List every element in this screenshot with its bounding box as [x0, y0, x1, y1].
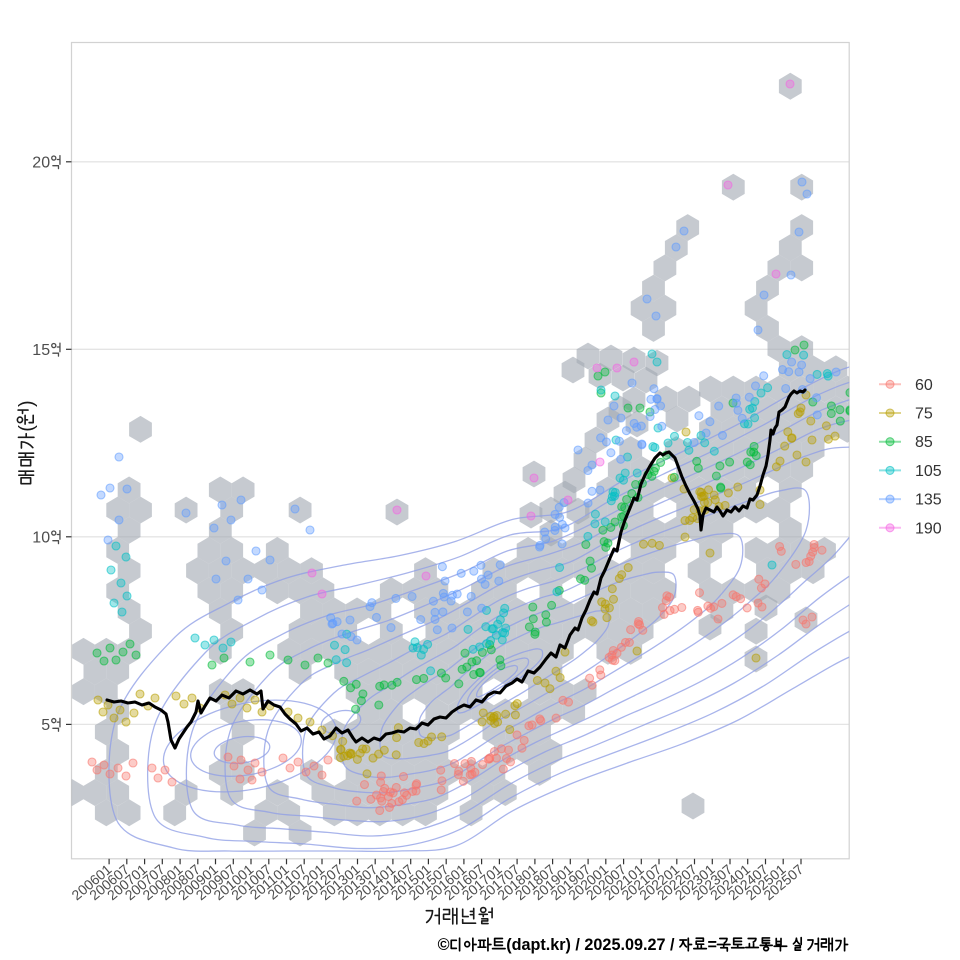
svg-text:75: 75: [915, 406, 933, 423]
svg-text:105: 105: [915, 463, 942, 480]
svg-text:20: 20: [32, 155, 50, 172]
svg-text:=: =: [708, 936, 717, 954]
svg-text:15: 15: [32, 342, 50, 359]
svg-text:190: 190: [915, 520, 942, 537]
svg-text:60: 60: [915, 377, 933, 394]
svg-text:(: (: [16, 425, 38, 432]
svg-text:©: ©: [438, 936, 450, 954]
svg-text:85: 85: [915, 434, 933, 451]
svg-text:): ): [16, 400, 38, 407]
svg-text:135: 135: [915, 492, 942, 509]
svg-text:(dapt.kr) / 2025.09.27 /: (dapt.kr) / 2025.09.27 /: [506, 936, 675, 954]
svg-text:10: 10: [32, 530, 50, 547]
svg-text:5: 5: [41, 717, 50, 734]
